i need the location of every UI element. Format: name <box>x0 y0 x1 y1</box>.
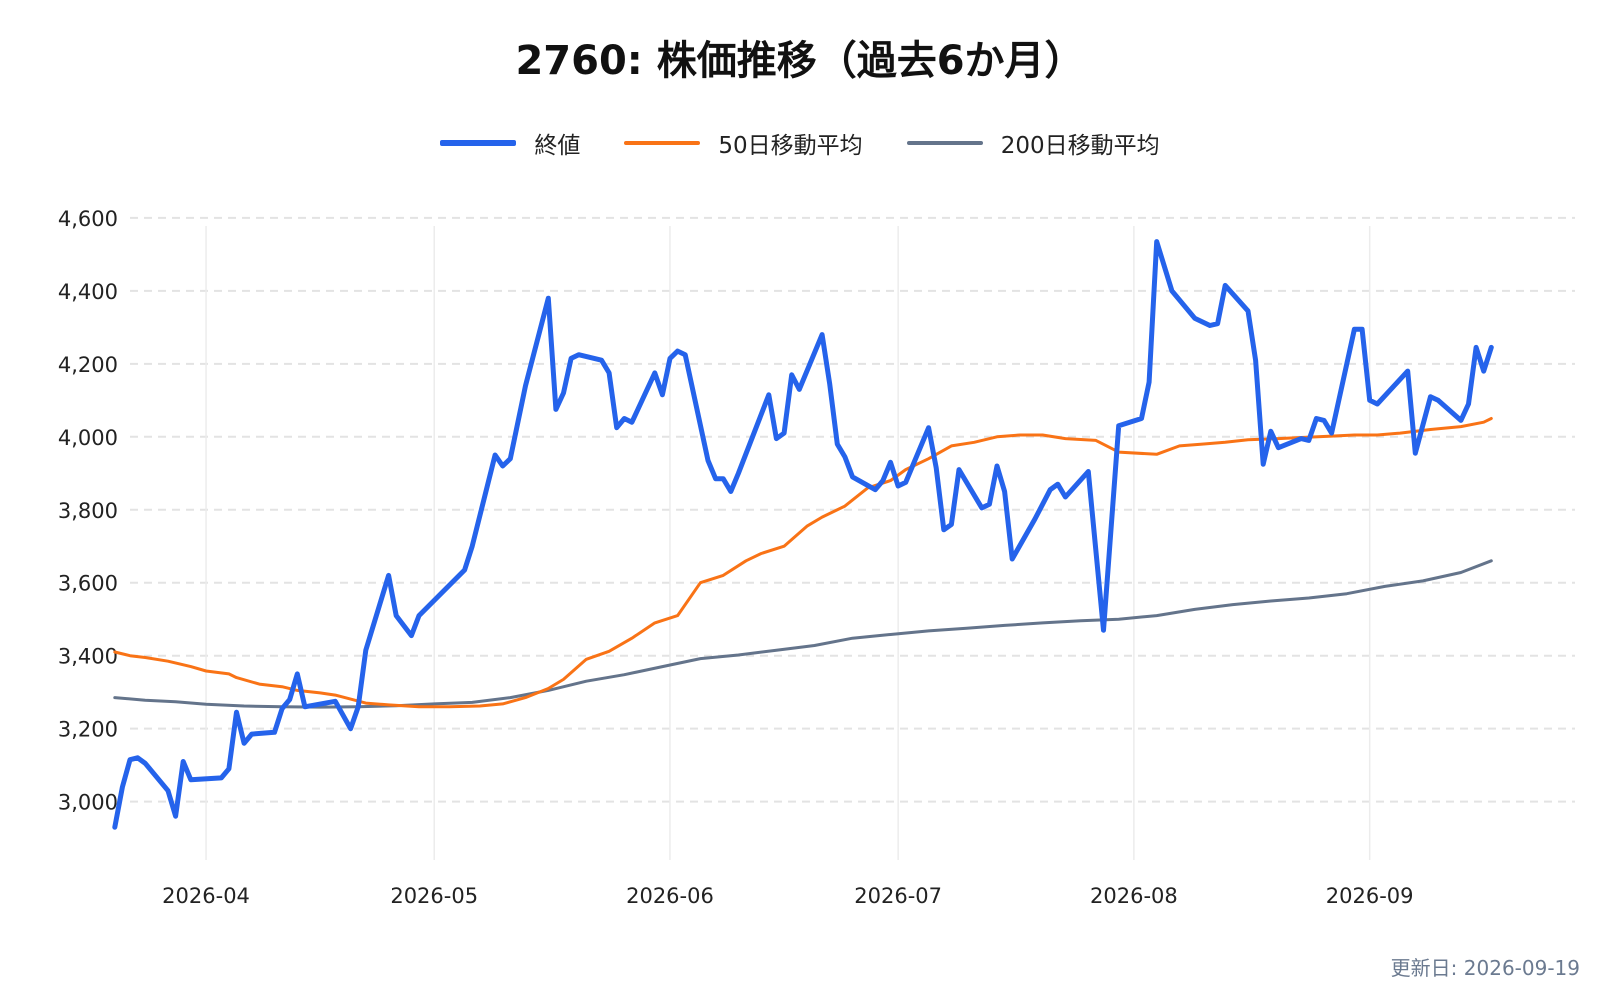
ma200-line[interactable] <box>113 559 1493 709</box>
x-tick-label: 2026-05 <box>390 884 478 908</box>
legend-item-close[interactable]: 終値 <box>440 126 580 160</box>
x-tick-label: 2026-06 <box>626 884 714 908</box>
ma50-line[interactable] <box>113 417 1493 709</box>
legend-swatch-ma200 <box>906 141 983 145</box>
y-tick-label: 4,600 <box>58 207 118 231</box>
updated-date-label: 更新日: 2026-09-19 <box>1390 956 1580 980</box>
chart-title: 2760: 株価推移（過去6か月） <box>515 38 1085 84</box>
y-tick-label: 3,400 <box>58 645 118 669</box>
legend-label-ma50: 50日移動平均 <box>718 133 863 159</box>
y-tick-label: 3,000 <box>58 791 118 815</box>
y-tick-label: 4,200 <box>58 353 118 377</box>
legend-label-close: 終値 <box>534 133 581 159</box>
x-tick-label: 2026-09 <box>1326 884 1414 908</box>
y-tick-label: 3,600 <box>58 572 118 596</box>
tick-layer: 3,000 3,200 3,400 3,600 3,800 4,000 4,200 4,400… <box>58 207 1414 908</box>
legend-label-ma200: 200日移動平均 <box>1000 133 1160 159</box>
x-tick-label: 2026-08 <box>1090 884 1178 908</box>
legend-swatch-close <box>440 140 517 146</box>
series-layer <box>112 239 1494 830</box>
y-tick-label: 3,200 <box>58 718 118 742</box>
y-tick-label: 3,800 <box>58 499 118 523</box>
y-tick-label: 4,000 <box>58 426 118 450</box>
legend-item-ma50[interactable]: 50日移動平均 <box>624 126 863 160</box>
legend: 終値 50日移動平均 200日移動平均 <box>0 126 1600 160</box>
grid-layer <box>130 216 1575 860</box>
close-price-line[interactable] <box>112 239 1494 830</box>
legend-swatch-ma50 <box>624 141 701 145</box>
x-tick-label: 2026-04 <box>162 884 250 908</box>
x-tick-label: 2026-07 <box>854 884 942 908</box>
legend-item-ma200[interactable]: 200日移動平均 <box>906 126 1160 160</box>
y-tick-label: 4,400 <box>58 280 118 304</box>
